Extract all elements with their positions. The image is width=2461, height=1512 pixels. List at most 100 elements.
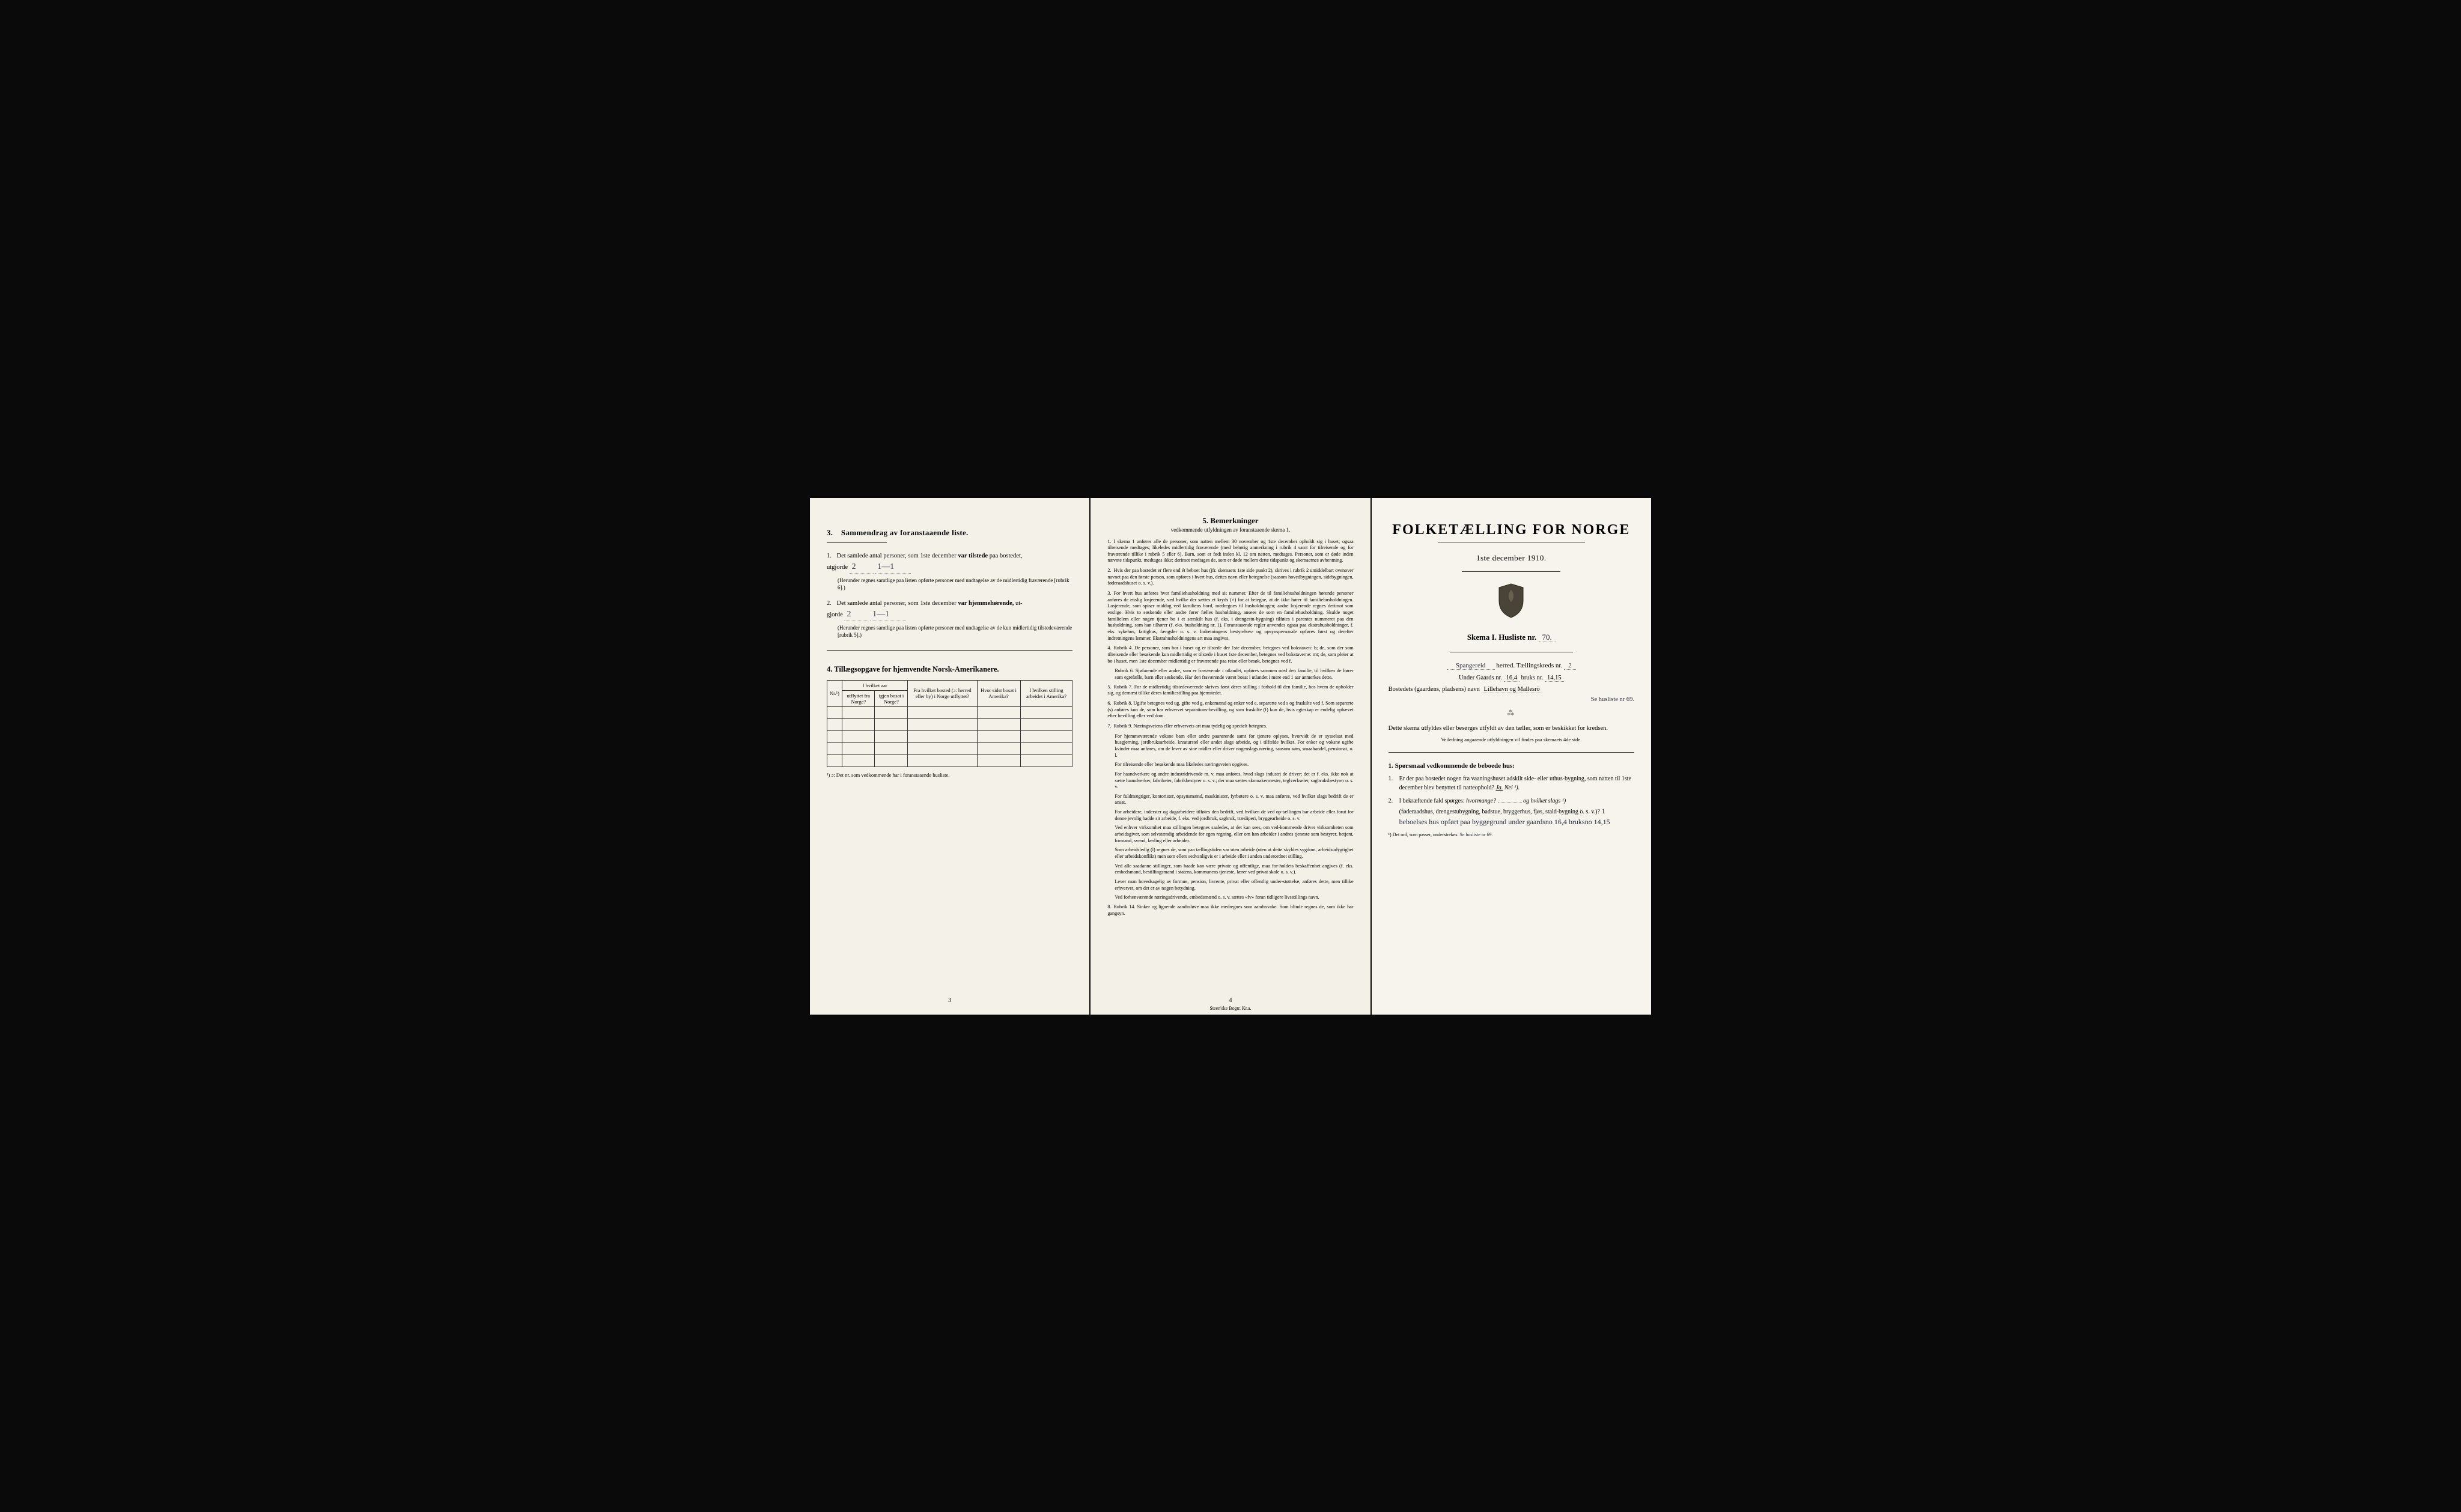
gaards-value: 16,4 bbox=[1504, 675, 1519, 682]
na-col-0: Nr.¹) bbox=[827, 680, 842, 706]
na-table: Nr.¹) I hvilket aar Fra hvilket bosted (… bbox=[827, 680, 1072, 767]
item-2-num: 2. bbox=[827, 600, 832, 607]
table-row bbox=[827, 742, 1072, 754]
q2-text-a: I bekræftende fald spørges: bbox=[1399, 798, 1465, 804]
p2-item-8: 8.Rubrik 14. Sinker og lignende aandsslø… bbox=[1107, 904, 1353, 917]
na-colgroup: I hvilket aar bbox=[842, 680, 908, 690]
instruction-small: Veiledning angaaende utfyldningen vil fi… bbox=[1389, 736, 1634, 742]
page-left: 3. Sammendrag av foranstaaende liste. 1.… bbox=[810, 498, 1089, 1015]
crest-icon bbox=[1389, 583, 1634, 622]
census-date: 1ste december 1910. bbox=[1389, 553, 1634, 563]
na-col-1: utflyttet fra Norge? bbox=[842, 690, 875, 706]
p2-para-2: For tilreisende eller besøkende maa like… bbox=[1115, 762, 1353, 768]
item-2-value: 2 bbox=[844, 608, 868, 621]
section-3-rule bbox=[827, 542, 887, 543]
footnote-3: ¹) Det ord, som passer, understrekes. Se… bbox=[1389, 832, 1634, 837]
section-3-header: 3. Sammendrag av foranstaaende liste. bbox=[827, 528, 1072, 538]
p2-para-6: Ved enhver virksomhet maa stillingen bet… bbox=[1115, 825, 1353, 844]
section-4-title: Tillægsopgave for hjemvendte Norsk-Ameri… bbox=[834, 665, 999, 673]
q1-nei: Nei ¹). bbox=[1504, 785, 1519, 791]
na-col-5: I hvilken stilling arbeidet i Amerika? bbox=[1020, 680, 1072, 706]
printer-line: Steen'ske Bogtr. Kr.a. bbox=[1091, 1006, 1370, 1011]
p2-header-text: Bemerkninger bbox=[1210, 516, 1258, 525]
p2-para-1: For hjemmeværende voksne barn eller andr… bbox=[1115, 733, 1353, 759]
skema-line: Skema I. Husliste nr. 70. bbox=[1389, 633, 1634, 642]
na-col-4: Hvor sidst bosat i Amerika? bbox=[977, 680, 1020, 706]
q-header-text: Spørsmaal vedkommende de beboede hus: bbox=[1395, 762, 1515, 770]
p2-subheader: vedkommende utfyldningen av foranstaaend… bbox=[1107, 527, 1353, 533]
p2-item-2: 2.Hvis der paa bostedet er flere end ét … bbox=[1107, 568, 1353, 587]
q2-text-c: og hvilket slags ¹) bbox=[1523, 798, 1566, 804]
under-label: Under bbox=[1459, 675, 1474, 681]
bostedet-line: Bostedets (gaardens, pladsens) navn Lill… bbox=[1389, 686, 1634, 693]
q2-num: 2. bbox=[1389, 798, 1393, 804]
p2-item-1: 1.I skema 1 anføres alle de personer, so… bbox=[1107, 539, 1353, 565]
item-2-text-d: gjorde bbox=[827, 612, 843, 618]
item-2-value2: 1—1 bbox=[870, 608, 906, 621]
document-trifold: 3. Sammendrag av foranstaaende liste. 1.… bbox=[810, 498, 1651, 1015]
item-1: 1. Det samlede antal personer, som 1ste … bbox=[827, 551, 1072, 574]
p2-para-8: Ved alle saadanne stillinger, som baade … bbox=[1115, 863, 1353, 876]
p2-header-num: 5. bbox=[1202, 516, 1208, 525]
na-col-3: Fra hvilket bosted (ɔ: herred eller by) … bbox=[908, 680, 977, 706]
ornament-icon: ⁂ bbox=[1389, 709, 1634, 718]
p2-header: 5. Bemerkninger bbox=[1107, 516, 1353, 526]
item-1-value: 2 bbox=[850, 560, 874, 574]
skema-label: Skema I. Husliste nr. bbox=[1467, 633, 1536, 642]
p2-para-3: For haandverkere og andre industridriven… bbox=[1115, 771, 1353, 791]
item-1-text-d: utgjorde bbox=[827, 564, 848, 571]
table-row bbox=[827, 754, 1072, 767]
q2: 2. I bekræftende fald spørges: hvormange… bbox=[1399, 797, 1634, 827]
section-4-header: 4. Tillægsopgave for hjemvendte Norsk-Am… bbox=[827, 665, 1072, 674]
section-4-num: 4. bbox=[827, 665, 832, 673]
na-footnote: ¹) ɔ: Det nr. som vedkommende har i fora… bbox=[827, 772, 1072, 778]
table-row bbox=[827, 718, 1072, 730]
item-1-num: 1. bbox=[827, 553, 832, 559]
husliste-nr: 70. bbox=[1539, 633, 1556, 642]
p2-item-6: 6.Rubrik 8. Ugifte betegnes ved ug, gift… bbox=[1107, 700, 1353, 720]
herred-label: herred. bbox=[1496, 662, 1515, 669]
p2-item-4: 4.Rubrik 4. De personer, som bor i huset… bbox=[1107, 645, 1353, 664]
page-middle: 5. Bemerkninger vedkommende utfyldningen… bbox=[1091, 498, 1370, 1015]
kreds-value: 2 bbox=[1564, 662, 1576, 670]
norway-crest-icon bbox=[1495, 583, 1527, 619]
q2-text-b: hvormange? bbox=[1466, 798, 1496, 804]
date-rule bbox=[1462, 571, 1560, 572]
p2-para-7: Som arbeidsledig (l) regnes de, som paa … bbox=[1115, 847, 1353, 860]
p2-item-5: 5.Rubrik 7. For de midlertidig tilstedev… bbox=[1107, 684, 1353, 697]
item-2-note: (Herunder regnes samtlige paa listen opf… bbox=[838, 625, 1072, 639]
q2-text-d: (føderaadshus, drengestubygning, badstue… bbox=[1399, 809, 1600, 815]
page-1-number: 3 bbox=[948, 997, 951, 1004]
item-2-text-a: Det samlede antal personer, som 1ste dec… bbox=[837, 600, 957, 607]
item-1-note: (Herunder regnes samtlige paa listen opf… bbox=[838, 577, 1072, 591]
table-row bbox=[827, 706, 1072, 718]
item-1-value2: 1—1 bbox=[875, 560, 911, 574]
item-2: 2. Det samlede antal personer, som 1ste … bbox=[827, 599, 1072, 622]
q-header: 1. Spørsmaal vedkommende de beboede hus: bbox=[1389, 762, 1634, 770]
herred-line: Spangereid herred. Tællingskreds nr. 2 bbox=[1389, 662, 1634, 670]
wide-rule bbox=[1389, 752, 1634, 753]
section-3-title: Sammendrag av foranstaaende liste. bbox=[841, 528, 969, 537]
q-header-num: 1. bbox=[1389, 762, 1393, 770]
item-1-text-b: var tilstede bbox=[958, 553, 988, 559]
kreds-label: Tællingskreds nr. bbox=[1516, 662, 1562, 669]
item-1-text-c: paa bostedet, bbox=[990, 553, 1023, 559]
p2-para-9: Lever man hovedsagelig av formue, pensio… bbox=[1115, 879, 1353, 891]
footnote-3-hand: Se husliste nr 69. bbox=[1459, 832, 1492, 837]
item-1-text-a: Det samlede antal personer, som 1ste dec… bbox=[837, 553, 957, 559]
bruks-value: 14,15 bbox=[1545, 675, 1564, 682]
instruction-main: Dette skema utfyldes eller besørges utfy… bbox=[1389, 724, 1634, 733]
p2-rubrik-6: Rubrik 6. Sjøfarende eller andre, som er… bbox=[1115, 668, 1353, 681]
bostedet-sub: Se husliste nr 69. bbox=[1389, 696, 1634, 703]
footnote-3-text: ¹) Det ord, som passer, understrekes. bbox=[1389, 832, 1459, 837]
p2-item-3: 3.For hvert hus anføres hver familiehush… bbox=[1107, 591, 1353, 642]
bruks-label: bruks nr. bbox=[1521, 675, 1544, 681]
herred-value: Spangereid bbox=[1447, 662, 1495, 670]
p2-para-5: For arbeidere, inderster og dagarbeidere… bbox=[1115, 809, 1353, 822]
page-2-number: 4 bbox=[1229, 997, 1232, 1004]
bostedet-value: Lillehavn og Mallesrö bbox=[1482, 686, 1542, 693]
page-right: FOLKETÆLLING FOR NORGE 1ste december 191… bbox=[1372, 498, 1651, 1015]
p2-para-4: For fuldmægtiger, kontorister, opsynsmæn… bbox=[1115, 794, 1353, 806]
section-divider bbox=[827, 650, 1072, 651]
gaards-label: Gaards nr. bbox=[1476, 675, 1502, 681]
